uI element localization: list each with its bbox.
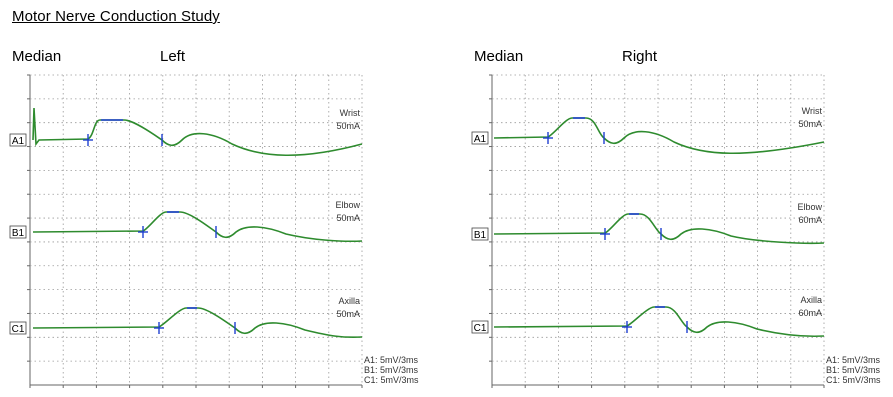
channel-box [471,131,489,145]
panel-left: A1 Wrist 50mA B1 Elbow 50mA C1 Axilla 50mA A1: 5m… [9,74,419,388]
gain-sweep-setting: A1: 5mV/3ms [364,355,419,365]
left-nerve-label: Median [12,48,62,65]
channel-label: A1 [474,134,487,145]
channel-label: A1 [12,136,25,147]
gain-sweep-setting: C1: 5mV/3ms [364,375,419,385]
gain-sweep-setting: B1: 5mV/3ms [826,365,881,375]
gain-sweep-setting: C1: 5mV/3ms [826,375,881,385]
stim-label: 50mA [336,309,360,319]
site-label: Axilla [800,295,822,305]
channel-label: C1 [474,323,487,334]
stim-label: 50mA [798,119,822,129]
waveform-trace [32,307,363,339]
channel-label: C1 [12,324,25,335]
panel-right: A1 Wrist 50mA B1 Elbow 60mA C1 Axilla 60mA A1: 5m… [471,74,881,388]
site-label: Wrist [340,108,361,118]
channel-label: B1 [12,228,25,239]
waveform-trace [493,306,825,338]
site-label: Elbow [797,202,822,212]
channel-box [471,320,489,334]
stim-label: 50mA [336,121,360,131]
channel-box [471,227,489,241]
site-label: Axilla [338,296,360,306]
channel-box [9,133,27,147]
channel-box [9,321,27,335]
left-side-label: Left [160,48,186,65]
site-label: Elbow [335,200,360,210]
waveform-trace [32,107,363,157]
right-side-label: Right [622,48,658,65]
waveform-trace [32,211,363,243]
stim-label: 60mA [798,308,822,318]
stim-label: 60mA [798,215,822,225]
page-title: Motor Nerve Conduction Study [12,8,220,25]
waveform-trace [493,117,825,155]
waveform-trace [493,213,825,245]
channel-box [9,225,27,239]
gain-sweep-setting: B1: 5mV/3ms [364,365,419,375]
stim-label: 50mA [336,213,360,223]
channel-label: B1 [474,230,487,241]
right-nerve-label: Median [474,48,524,65]
gain-sweep-setting: A1: 5mV/3ms [826,355,881,365]
site-label: Wrist [802,106,823,116]
